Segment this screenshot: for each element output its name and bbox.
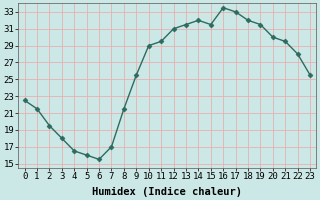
X-axis label: Humidex (Indice chaleur): Humidex (Indice chaleur) [92, 186, 242, 197]
